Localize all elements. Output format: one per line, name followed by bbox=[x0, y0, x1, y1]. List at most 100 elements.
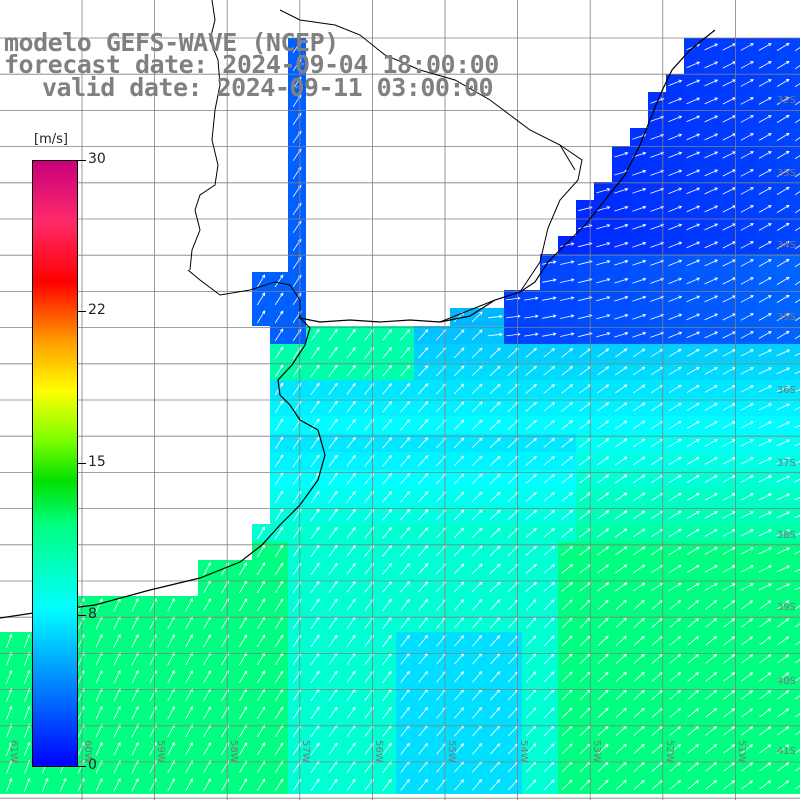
wind-arrow bbox=[651, 725, 663, 736]
field-cell bbox=[792, 272, 800, 290]
wind-arrow bbox=[704, 133, 719, 141]
wind-arrow bbox=[651, 761, 663, 772]
wind-arrow bbox=[794, 443, 800, 447]
wind-arrow bbox=[310, 364, 320, 377]
wind-arrow bbox=[453, 401, 465, 413]
wind-arrow bbox=[668, 582, 682, 592]
wind-arrow bbox=[615, 707, 627, 718]
wind-arrow bbox=[310, 670, 320, 684]
wind-arrow bbox=[400, 706, 410, 719]
wind-arrow bbox=[632, 402, 646, 412]
wind-arrow bbox=[131, 741, 139, 756]
field-cell bbox=[792, 146, 800, 164]
wind-arrow bbox=[794, 83, 800, 88]
wind-arrow bbox=[471, 329, 483, 341]
wind-arrow bbox=[758, 493, 773, 501]
wind-arrow bbox=[686, 367, 700, 375]
wind-arrow bbox=[758, 79, 772, 87]
wind-arrow bbox=[382, 490, 393, 503]
wind-arrow bbox=[615, 564, 628, 574]
wind-arrow bbox=[596, 242, 611, 248]
wind-arrow bbox=[705, 618, 718, 628]
wind-arrow bbox=[669, 689, 682, 700]
wind-arrow bbox=[328, 472, 338, 485]
wind-arrow bbox=[632, 169, 647, 176]
wind-arrow bbox=[597, 438, 610, 448]
wind-arrow bbox=[794, 281, 800, 286]
wind-arrow bbox=[686, 493, 700, 501]
wind-arrow bbox=[400, 401, 411, 413]
wind-arrow bbox=[185, 652, 193, 666]
wind-arrow bbox=[794, 317, 800, 322]
wind-arrow bbox=[525, 779, 537, 791]
wind-arrow bbox=[113, 651, 121, 666]
wind-arrow bbox=[418, 455, 429, 467]
wind-arrow bbox=[632, 313, 647, 320]
wind-arrow bbox=[490, 707, 501, 719]
wind-arrow bbox=[776, 330, 790, 339]
wind-arrow bbox=[687, 726, 700, 736]
wind-arrow bbox=[777, 672, 790, 682]
wind-arrow bbox=[471, 455, 483, 467]
wind-arrow bbox=[346, 328, 356, 341]
wind-arrow bbox=[525, 599, 537, 611]
wind-arrow bbox=[256, 274, 266, 288]
wind-arrow bbox=[346, 400, 356, 413]
wind-arrow bbox=[489, 473, 501, 485]
wind-arrow bbox=[471, 509, 483, 521]
wind-arrow bbox=[328, 580, 338, 593]
field-cell bbox=[792, 740, 800, 758]
colorbar-label: 8 bbox=[88, 606, 97, 622]
wind-arrow bbox=[489, 383, 501, 395]
wind-arrow bbox=[274, 634, 284, 648]
wind-arrow bbox=[400, 437, 411, 449]
wind-arrow bbox=[777, 780, 790, 790]
wind-arrow bbox=[382, 400, 393, 413]
wind-arrow bbox=[668, 474, 682, 484]
wind-arrow bbox=[597, 402, 610, 412]
wind-arrow bbox=[256, 778, 266, 792]
longitude-label: 60W bbox=[82, 740, 93, 763]
wind-arrow bbox=[740, 421, 754, 429]
wind-arrow bbox=[686, 151, 701, 159]
wind-arrow bbox=[794, 407, 800, 411]
wind-arrow bbox=[650, 133, 665, 140]
wind-arrow bbox=[328, 400, 338, 413]
wind-arrow bbox=[632, 348, 646, 358]
wind-arrow bbox=[632, 205, 647, 212]
wind-arrow bbox=[597, 689, 609, 701]
wind-arrow bbox=[203, 598, 211, 612]
wind-arrow bbox=[758, 403, 773, 411]
wind-arrow bbox=[310, 562, 320, 575]
wind-arrow bbox=[776, 493, 791, 501]
wind-arrow bbox=[615, 384, 628, 394]
wind-arrow bbox=[524, 296, 539, 301]
colorbar-label: 15 bbox=[88, 454, 106, 470]
wind-arrow bbox=[759, 744, 772, 754]
wind-arrow bbox=[167, 634, 175, 648]
wind-arrow bbox=[794, 65, 800, 70]
wind-arrow bbox=[687, 672, 700, 682]
wind-arrow bbox=[24, 669, 31, 684]
wind-arrow bbox=[705, 654, 718, 664]
wind-arrow bbox=[686, 169, 701, 177]
wind-arrow bbox=[651, 599, 663, 610]
wind-arrow bbox=[758, 43, 772, 51]
wind-arrow bbox=[633, 743, 645, 754]
wind-arrow bbox=[777, 618, 790, 628]
wind-arrow bbox=[669, 599, 682, 610]
wind-arrow bbox=[525, 581, 537, 592]
wind-arrow bbox=[615, 743, 627, 754]
wind-arrow bbox=[632, 438, 646, 448]
wind-arrow bbox=[400, 383, 411, 395]
wind-arrow bbox=[453, 329, 465, 341]
wind-arrow bbox=[705, 672, 718, 682]
wind-arrow bbox=[759, 636, 772, 646]
wind-arrow bbox=[758, 151, 772, 159]
wind-arrow bbox=[418, 563, 429, 575]
wind-arrow bbox=[472, 743, 483, 755]
wind-arrow bbox=[669, 707, 682, 718]
wind-arrow bbox=[256, 742, 266, 756]
wind-arrow bbox=[687, 690, 700, 700]
wind-arrow bbox=[400, 581, 411, 593]
